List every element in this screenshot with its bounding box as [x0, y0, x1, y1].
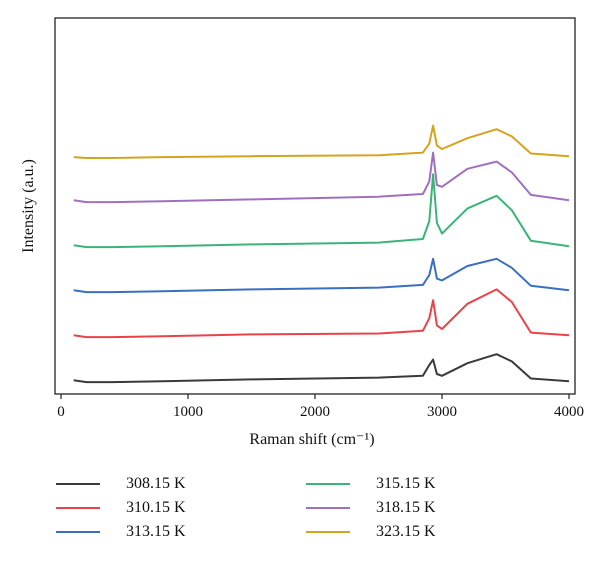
legend-item: 313.15 K — [56, 522, 306, 541]
series-line — [73, 257, 570, 294]
series-line — [73, 173, 570, 249]
legend-item: 318.15 K — [306, 498, 476, 517]
legend-item: 323.15 K — [306, 522, 476, 541]
series-line — [73, 288, 570, 339]
legend-swatch — [306, 506, 350, 509]
legend-swatch — [56, 482, 100, 485]
legend: 308.15 K 315.15 K 310.15 K 318.15 K 313.15 K… — [56, 474, 476, 541]
legend-label: 308.15 K — [126, 474, 186, 492]
y-axis-title: Intensity (a.u.) — [20, 159, 37, 253]
x-axis-title: Raman shift (cm⁻¹) — [249, 431, 374, 448]
series-layer — [73, 124, 570, 384]
legend-swatch — [56, 506, 100, 509]
plot-area — [54, 17, 576, 395]
series-line — [73, 353, 570, 384]
legend-item: 308.15 K — [56, 474, 306, 493]
x-axis-ticks: 0 1000 2000 3000 4000 — [57, 394, 584, 420]
legend-label: 323.15 K — [376, 522, 436, 540]
series-line — [73, 151, 570, 204]
legend-label: 315.15 K — [376, 474, 436, 492]
legend-swatch — [306, 530, 350, 533]
legend-item: 310.15 K — [56, 498, 306, 517]
raman-chart: 0 1000 2000 3000 4000 Raman shift (cm⁻¹) Int… — [20, 17, 584, 448]
legend-label: 313.15 K — [126, 522, 186, 540]
legend-swatch — [56, 530, 100, 533]
x-tick-label: 4000 — [554, 404, 584, 420]
legend-label: 318.15 K — [376, 498, 436, 516]
x-tick-label: 2000 — [300, 404, 330, 420]
x-tick-label: 1000 — [173, 404, 203, 420]
legend-label: 310.15 K — [126, 498, 186, 516]
series-line — [73, 124, 570, 159]
x-tick-label: 3000 — [427, 404, 457, 420]
legend-item: 315.15 K — [306, 474, 476, 493]
x-tick-label: 0 — [57, 404, 65, 420]
legend-swatch — [306, 482, 350, 485]
